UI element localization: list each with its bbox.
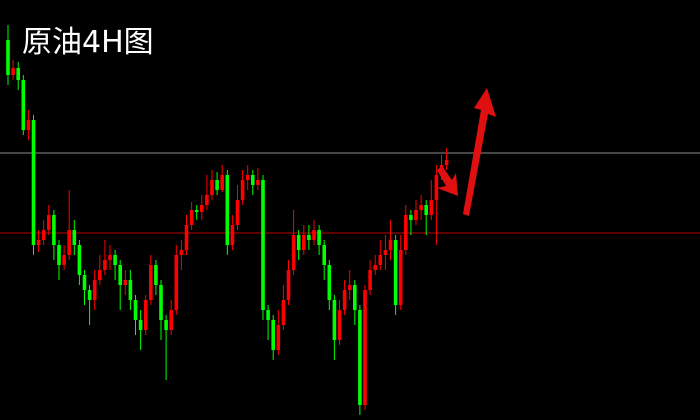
candle-body xyxy=(169,310,173,330)
candle-body xyxy=(373,265,377,270)
candle-body xyxy=(404,215,408,250)
candles xyxy=(6,25,449,415)
candle-body xyxy=(179,250,184,255)
candle-body xyxy=(98,270,102,280)
candle-body xyxy=(87,290,92,300)
candle-body xyxy=(118,265,122,285)
candle-body xyxy=(164,320,168,330)
candle-body xyxy=(149,265,153,300)
candle-body xyxy=(210,180,214,195)
candle-body xyxy=(194,210,199,212)
candle-body xyxy=(21,80,26,130)
candle-body xyxy=(332,300,337,340)
candle-body xyxy=(159,285,163,320)
candle-body xyxy=(138,320,143,330)
candle-body xyxy=(266,310,270,320)
candle-body xyxy=(251,175,255,185)
candle-body xyxy=(245,175,250,180)
candle-body xyxy=(378,255,383,265)
candle-body xyxy=(409,215,413,220)
candle-body xyxy=(240,180,245,200)
candle-body xyxy=(424,205,428,215)
candle-body xyxy=(312,230,316,240)
candle-body xyxy=(434,175,439,200)
candle-body xyxy=(133,300,138,320)
up-arrow xyxy=(463,88,496,216)
candle-body xyxy=(36,240,41,245)
candle-body xyxy=(31,120,36,245)
candle-body xyxy=(342,290,347,310)
candle-body xyxy=(26,120,31,130)
candle-body xyxy=(113,255,117,265)
candle-body xyxy=(123,280,128,285)
candle-body xyxy=(184,225,189,250)
candle-body xyxy=(82,275,87,290)
down-arrow xyxy=(437,166,458,196)
candle-body xyxy=(256,180,260,185)
candle-body xyxy=(414,210,418,220)
candle-body xyxy=(368,270,372,290)
candle-body xyxy=(393,240,398,305)
candle-body xyxy=(261,180,265,310)
levels xyxy=(0,152,700,234)
candle-body xyxy=(363,290,367,405)
candle-body xyxy=(347,285,352,290)
candle-body xyxy=(205,195,209,205)
candle-body xyxy=(225,175,230,245)
candle-body xyxy=(302,235,306,250)
candle-body xyxy=(128,280,133,300)
candle-body xyxy=(103,260,107,270)
candle-body xyxy=(62,255,66,265)
candle-body xyxy=(230,225,235,245)
candle-body xyxy=(215,180,219,190)
candle-body xyxy=(11,68,15,75)
candle-body xyxy=(6,40,10,75)
chart-title: 原油4H图 xyxy=(22,25,154,60)
candle-body xyxy=(419,205,423,210)
candle-body xyxy=(41,230,46,240)
candle-body xyxy=(429,200,434,215)
candle-body xyxy=(143,300,148,330)
candle-body xyxy=(317,230,321,245)
candle-body xyxy=(220,175,224,190)
candle-body xyxy=(388,240,393,250)
candle-body xyxy=(200,205,204,212)
candle-body xyxy=(322,245,326,265)
candle-body xyxy=(47,215,51,230)
candle-body xyxy=(286,270,291,300)
candle-body xyxy=(77,245,82,275)
candle-body xyxy=(72,230,77,245)
candle-body xyxy=(92,280,97,300)
candle-body xyxy=(16,68,20,80)
candle-body xyxy=(276,325,281,350)
candle-body xyxy=(353,285,357,310)
candle-body xyxy=(281,300,286,325)
candle-body xyxy=(189,210,194,225)
candle-body xyxy=(291,235,296,270)
candle-body xyxy=(327,265,332,300)
candle-body xyxy=(52,215,56,245)
candle-body xyxy=(296,235,301,250)
candle-body xyxy=(67,230,71,255)
candle-body xyxy=(57,245,61,265)
candle-body xyxy=(174,255,179,310)
candle-body xyxy=(337,310,342,340)
candle-body xyxy=(444,160,449,165)
candle-body xyxy=(383,250,388,255)
candle-body xyxy=(271,320,275,350)
candle-body xyxy=(235,200,240,225)
candle-body xyxy=(108,255,112,260)
candle-body xyxy=(154,265,158,285)
candle-body xyxy=(358,310,362,405)
candle-body xyxy=(307,235,311,240)
candle-body xyxy=(398,250,403,305)
